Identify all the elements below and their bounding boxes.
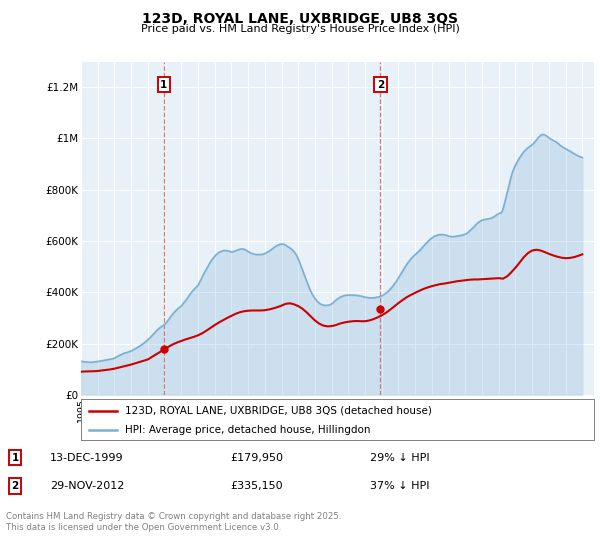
Text: Price paid vs. HM Land Registry's House Price Index (HPI): Price paid vs. HM Land Registry's House … (140, 24, 460, 34)
Text: 123D, ROYAL LANE, UXBRIDGE, UB8 3QS: 123D, ROYAL LANE, UXBRIDGE, UB8 3QS (142, 12, 458, 26)
Text: 29-NOV-2012: 29-NOV-2012 (50, 481, 124, 491)
Text: 13-DEC-1999: 13-DEC-1999 (50, 453, 124, 463)
Text: 2: 2 (377, 80, 384, 90)
Text: Contains HM Land Registry data © Crown copyright and database right 2025.
This d: Contains HM Land Registry data © Crown c… (6, 512, 341, 532)
Text: £179,950: £179,950 (230, 453, 283, 463)
Text: 2: 2 (11, 481, 19, 491)
Text: 1: 1 (160, 80, 167, 90)
Text: £335,150: £335,150 (230, 481, 283, 491)
Text: 37% ↓ HPI: 37% ↓ HPI (370, 481, 430, 491)
Text: HPI: Average price, detached house, Hillingdon: HPI: Average price, detached house, Hill… (125, 424, 370, 435)
Text: 123D, ROYAL LANE, UXBRIDGE, UB8 3QS (detached house): 123D, ROYAL LANE, UXBRIDGE, UB8 3QS (det… (125, 405, 431, 416)
Text: 1: 1 (11, 453, 19, 463)
Text: 29% ↓ HPI: 29% ↓ HPI (370, 453, 430, 463)
